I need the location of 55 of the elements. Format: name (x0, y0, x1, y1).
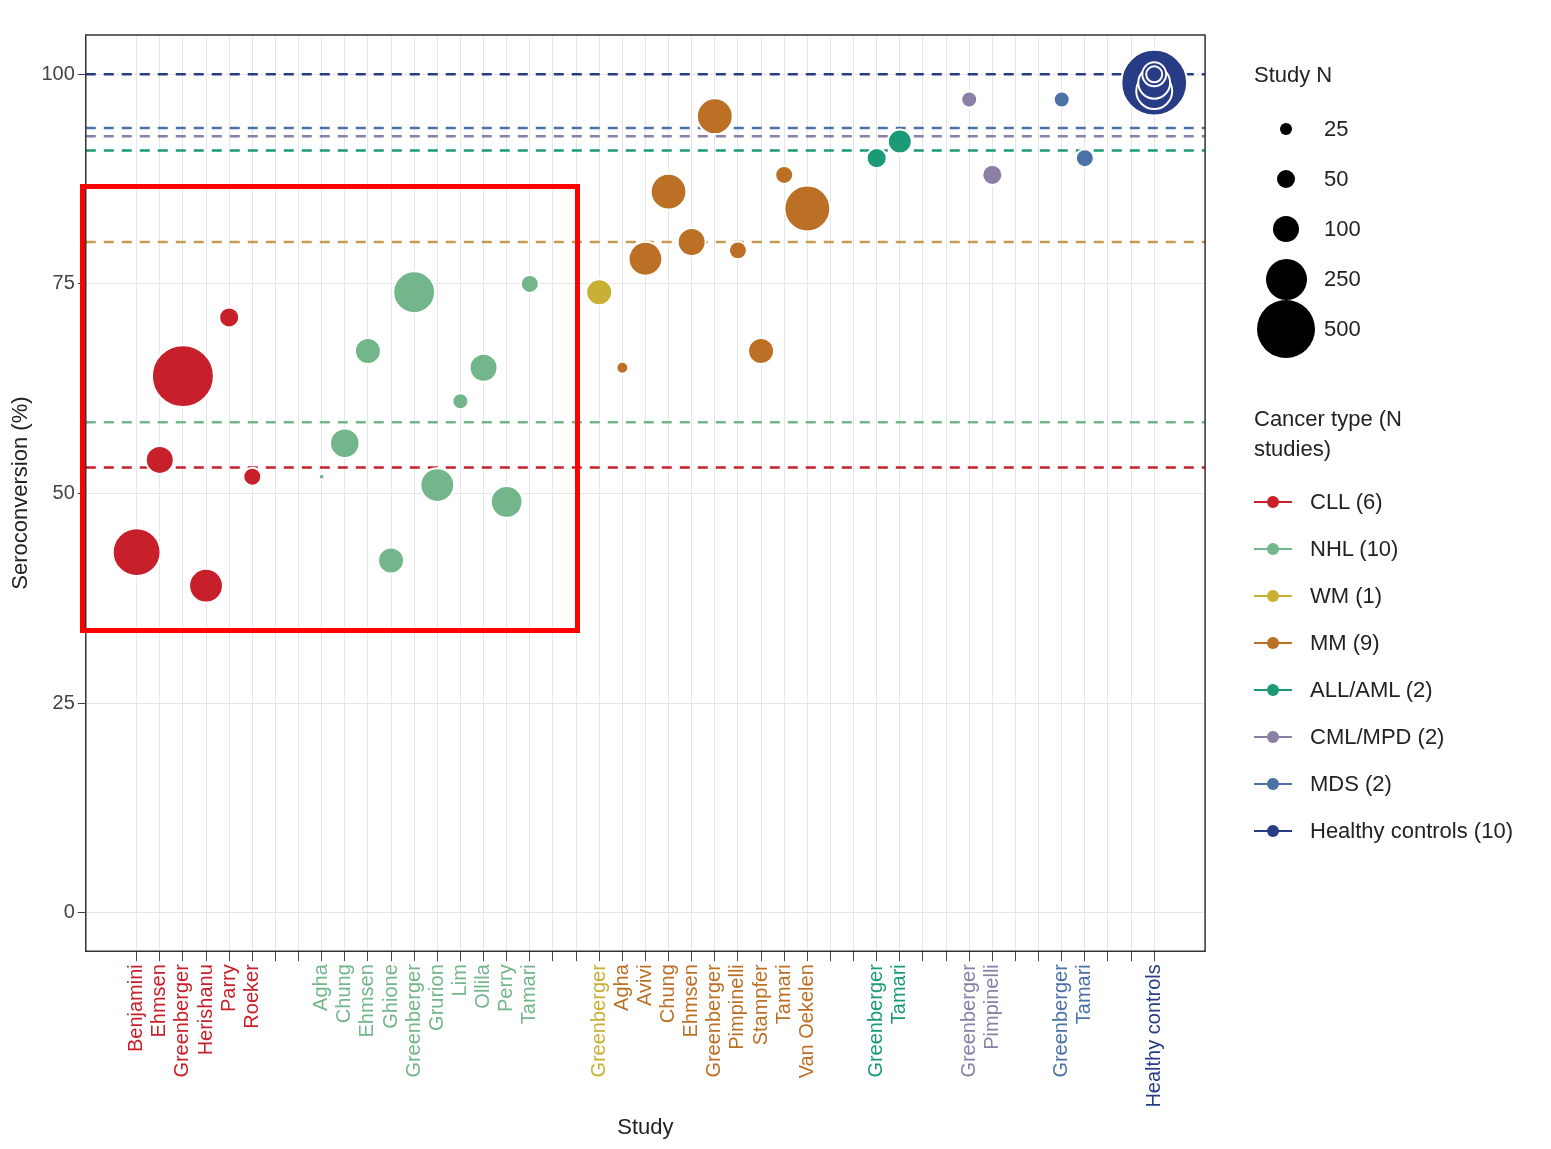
x-tick-label: Ehmsen (147, 964, 170, 1038)
x-tick-label: Greenberger (1049, 963, 1072, 1078)
legend-label: 50 (1324, 166, 1349, 192)
x-tick-label: Agha (609, 963, 632, 1011)
x-tick-label: Chung (332, 964, 355, 1024)
x-tick-label: Grurion (424, 964, 447, 1031)
x-tick-label: Agha (309, 963, 332, 1011)
x-tick-label: Greenberger (170, 963, 193, 1078)
x-tick-label: Ghione (378, 964, 401, 1029)
y-tick-label: 100 (41, 61, 75, 84)
legend-label: 500 (1324, 316, 1361, 342)
x-tick-label: Tamari (771, 964, 794, 1025)
x-tick-label: Perry (494, 964, 517, 1012)
legend-label: MM (9) (1310, 629, 1380, 656)
text: Study N (1254, 62, 1333, 87)
x-tick-label: Benjamini (124, 964, 147, 1053)
legend-label: MDS (2) (1310, 770, 1392, 797)
x-tick-label: Pimpinelli (979, 964, 1002, 1050)
x-tick-label: Herishanu (193, 964, 216, 1056)
x-tick-label: Parry (216, 964, 239, 1012)
x-tick-label: Ollila (471, 963, 494, 1009)
x-tick-label: Greenberger (702, 963, 725, 1078)
y-axis-title: Seroconversion (%) (7, 396, 33, 590)
text: Cancer type (N studies) (1254, 406, 1402, 461)
legend-label: WM (1) (1310, 582, 1383, 609)
x-tick-label: Greenberger (956, 963, 979, 1078)
x-tick-label: Ehmsen (679, 964, 702, 1038)
x-tick-label: Lim (447, 964, 470, 997)
y-tick-label: 75 (52, 271, 75, 294)
y-tick-label: 0 (63, 900, 75, 923)
x-tick-label: Ehmsen (355, 964, 378, 1038)
x-tick-label: Roeker (239, 963, 262, 1029)
legend-label: 25 (1324, 116, 1349, 142)
x-tick-label: Avivi (632, 964, 655, 1007)
legend-label: CLL (6) (1310, 488, 1383, 515)
legend-label: NHL (10) (1310, 535, 1399, 562)
x-tick-label: Greenberger (864, 963, 887, 1078)
x-tick-label: Healthy controls (1141, 964, 1164, 1108)
x-tick-label: Greenberger (401, 963, 424, 1078)
legend-label: 100 (1324, 216, 1361, 242)
legend-label: 250 (1324, 266, 1361, 292)
x-tick-label: Tamari (887, 964, 910, 1025)
x-axis-title: Study (617, 1113, 674, 1139)
legend-label: CML/MPD (2) (1310, 723, 1445, 750)
legend-label: ALL/AML (2) (1310, 676, 1433, 703)
x-tick-label: Pimpinelli (725, 964, 748, 1050)
x-tick-label: Chung (656, 964, 679, 1024)
y-tick-label: 50 (52, 480, 75, 503)
x-tick-label: Greenberger (586, 963, 609, 1078)
x-tick-label: Van Oekelen (794, 964, 817, 1079)
x-tick-label: Tamari (517, 964, 540, 1025)
x-tick-label: Stampfer (748, 963, 771, 1046)
y-tick-label: 25 (52, 690, 75, 713)
x-tick-label: Tamari (1072, 964, 1095, 1025)
legend-label: Healthy controls (10) (1310, 817, 1513, 844)
